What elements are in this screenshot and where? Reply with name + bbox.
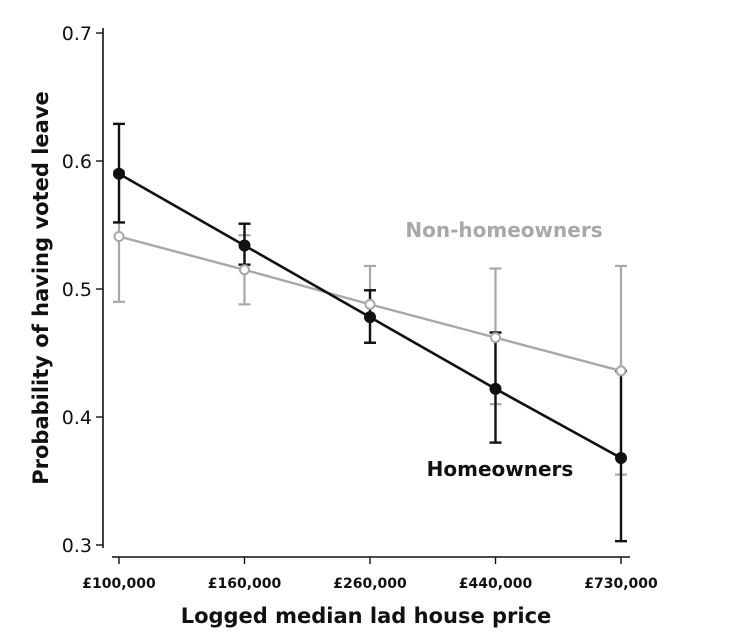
point-homeowners	[113, 167, 125, 180]
x-axis-title: Logged median lad house price	[181, 604, 552, 628]
y-tick-label: 0.5	[62, 279, 92, 301]
x-tick-label: £440,000	[459, 576, 533, 592]
y-tick-label: 0.3	[62, 535, 92, 557]
point-homeowners	[364, 311, 376, 324]
y-tick-label: 0.4	[62, 407, 92, 429]
y-tick-label: 0.6	[62, 151, 92, 173]
y-tick-label: 0.7	[62, 23, 92, 45]
series-label-non-homeowners: Non-homeowners	[405, 218, 602, 242]
labels: Probability of having voted leave Logged…	[29, 91, 603, 628]
x-tick-label: £100,000	[82, 576, 156, 592]
series-label-homeowners: Homeowners	[427, 457, 574, 481]
series-points	[113, 167, 627, 464]
y-axis-title: Probability of having voted leave	[29, 91, 53, 485]
x-tick-label: £730,000	[584, 576, 658, 592]
point-non-homeowners	[364, 298, 376, 310]
point-non-homeowners	[113, 231, 125, 243]
x-tick-label: £160,000	[208, 576, 282, 592]
point-homeowners	[238, 239, 251, 252]
point-homeowners	[615, 451, 627, 464]
point-non-homeowners	[615, 365, 627, 377]
x-tick-label: £260,000	[333, 576, 407, 592]
axes	[102, 28, 630, 558]
ticks: 0.3 0.4 0.5 0.6 0.7 £100,000 £160,000 £260,000 £…	[62, 23, 658, 592]
point-non-homeowners	[239, 264, 250, 276]
point-homeowners	[489, 382, 502, 395]
point-non-homeowners	[490, 332, 501, 344]
